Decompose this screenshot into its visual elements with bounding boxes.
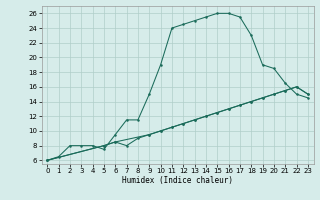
X-axis label: Humidex (Indice chaleur): Humidex (Indice chaleur) [122,176,233,185]
